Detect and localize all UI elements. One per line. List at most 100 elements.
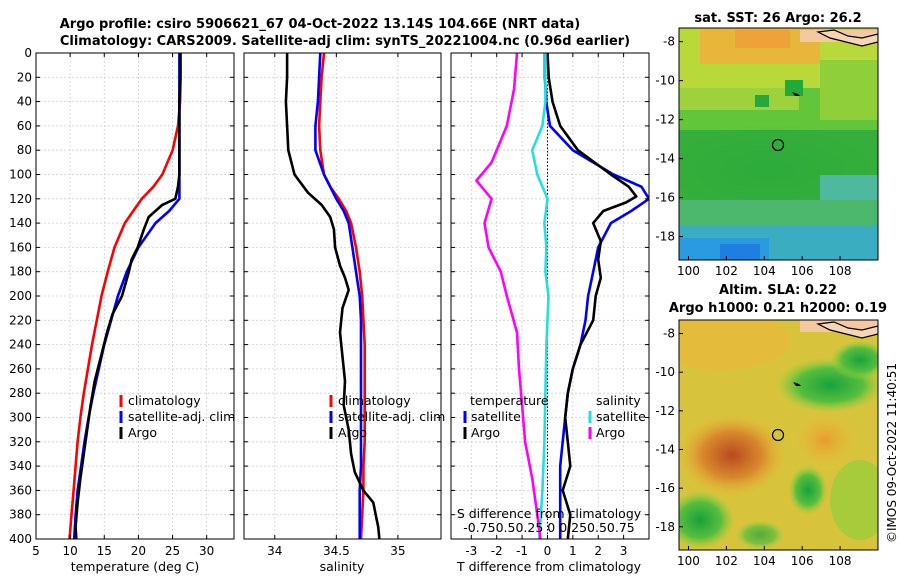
map-xtick-label: 106 (791, 264, 814, 278)
sla-map-title2: Argo h1000: 0.21 h2000: 0.19 (669, 301, 887, 316)
legend-label-climatology: climatology (128, 393, 201, 408)
sla-map-ticks: 100 102 104 106 108 -8 -10 -12 -14 -16 -18 (655, 327, 851, 568)
map-ytick-label: -16 (655, 191, 675, 205)
sla-map-title1: Altim. SLA: 0.22 (719, 283, 837, 298)
imos-stamp: ©IMOS 09-Oct-2022 11:40:51 (885, 363, 899, 543)
difference-grid (451, 53, 649, 539)
xtick-label: 1 (569, 544, 577, 558)
legend-label-climatology: climatology (338, 393, 411, 408)
sst-profile-marker (771, 138, 785, 152)
ytick-label: 400 (9, 532, 32, 546)
s-diff-axis-ticks: -0.750.50.25 0 0.250.50.75 (463, 520, 635, 535)
map-ytick-label: -12 (655, 113, 675, 127)
legend-label-argo: Argo (338, 425, 367, 440)
xtick-label: 15 (97, 544, 112, 558)
map-ytick-label: -12 (655, 404, 675, 418)
temperature-ticks: 0 20 40 60 80 100 120 140 160 180 200 220 240 260 280 3… (9, 46, 234, 558)
ytick-label: 220 (9, 313, 32, 327)
sla-map-frame (678, 319, 879, 551)
xtick-label: 0 (544, 544, 552, 558)
temperature-xlabel: temperature (deg C) (71, 559, 200, 574)
ytick-label: 300 (9, 411, 32, 425)
legend-label-t-argo: Argo (471, 425, 500, 440)
map-xtick-label: 102 (715, 264, 738, 278)
ytick-label: 200 (9, 289, 32, 303)
xtick-label: 25 (165, 544, 180, 558)
ytick-label: 320 (9, 435, 32, 449)
ytick-label: 140 (9, 216, 32, 230)
map-xtick-label: 102 (715, 554, 738, 568)
xtick-label: -3 (465, 544, 477, 558)
ytick-label: 380 (9, 508, 32, 522)
salinity-xlabel: salinity (320, 559, 365, 574)
ytick-label: 240 (9, 338, 32, 352)
ytick-label: 80 (17, 143, 32, 157)
temperature-grid (35, 53, 234, 539)
ytick-label: 120 (9, 192, 32, 206)
series-line-argo (74, 53, 182, 539)
series-line-s-argo (475, 53, 542, 539)
map-xtick-label: 106 (791, 554, 814, 568)
xtick-label: 34 (267, 544, 282, 558)
xtick-label: 35 (390, 544, 405, 558)
map-xtick-label: 108 (829, 554, 852, 568)
series-line-climatology (317, 53, 367, 539)
difference-legend: temperature satellite Argo salinity sate… (463, 393, 646, 440)
temperature-lines (68, 53, 182, 539)
xtick-label: 2 (594, 544, 602, 558)
sla-map-image (679, 320, 878, 550)
ytick-label: 180 (9, 265, 32, 279)
difference-xlabel: T difference from climatology (456, 559, 642, 574)
main-title-line1: Argo profile: csiro 5906621_67 04-Oct-20… (60, 17, 581, 32)
map-xtick-label: 108 (829, 264, 852, 278)
temperature-legend: climatology satellite-adj. clim Argo (119, 393, 235, 440)
map-ytick-label: -8 (663, 327, 675, 341)
map-xtick-label: 104 (753, 554, 776, 568)
series-line-climatology (68, 53, 182, 539)
xtick-label: 3 (620, 544, 628, 558)
legend-title-salinity: salinity (596, 393, 641, 408)
xtick-label: 20 (131, 544, 146, 558)
legend-label-t-satellite: satellite (471, 409, 521, 424)
map-ytick-label: -10 (655, 74, 675, 88)
difference-lines (475, 53, 649, 539)
map-ytick-label: -10 (655, 365, 675, 379)
xtick-label: -2 (491, 544, 503, 558)
xtick-label: 10 (62, 544, 77, 558)
difference-ticks: -3 -2 -1 0 1 2 3 (451, 52, 649, 558)
ytick-label: 260 (9, 362, 32, 376)
sst-map-image (679, 28, 878, 260)
salinity-grid (244, 53, 441, 539)
ytick-label: 40 (17, 95, 32, 109)
sst-map-ticks: 100 102 104 106 108 -8 -10 -12 -14 -16 -18 (655, 35, 851, 278)
ytick-label: 360 (9, 483, 32, 497)
ytick-label: 160 (9, 240, 32, 254)
series-line-t-argo (546, 53, 638, 539)
salinity-legend: climatology satellite-adj. clim Argo (329, 393, 445, 440)
sla-profile-marker (771, 428, 785, 442)
xtick-label: -1 (516, 544, 528, 558)
sst-map-frame (678, 27, 879, 261)
series-line-t-satellite (543, 53, 649, 539)
ytick-label: 100 (9, 168, 32, 182)
series-line-argo (284, 53, 381, 539)
legend-label-satellite: satellite-adj. clim (338, 409, 445, 424)
map-ytick-label: -14 (655, 442, 675, 456)
series-line-s-satellite (530, 53, 550, 539)
map-xtick-label: 100 (677, 264, 700, 278)
map-xtick-label: 100 (677, 554, 700, 568)
map-xtick-label: 104 (753, 264, 776, 278)
salinity-lines (284, 53, 381, 539)
legend-label-s-argo: Argo (596, 425, 625, 440)
main-title-line2: Climatology: CARS2009. Satellite-adj cli… (60, 34, 630, 49)
ytick-label: 340 (9, 459, 32, 473)
s-diff-axis-label: S difference from climatology (457, 506, 642, 521)
ytick-label: 0 (24, 46, 32, 60)
xtick-label: 34.5 (323, 544, 350, 558)
salinity-ticks: 34 34.5 35 (244, 52, 441, 558)
legend-label-argo: Argo (128, 425, 157, 440)
ytick-label: 20 (17, 70, 32, 84)
map-ytick-label: -16 (655, 481, 675, 495)
legend-label-satellite: satellite-adj. clim (128, 409, 235, 424)
map-ytick-label: -14 (655, 152, 675, 166)
